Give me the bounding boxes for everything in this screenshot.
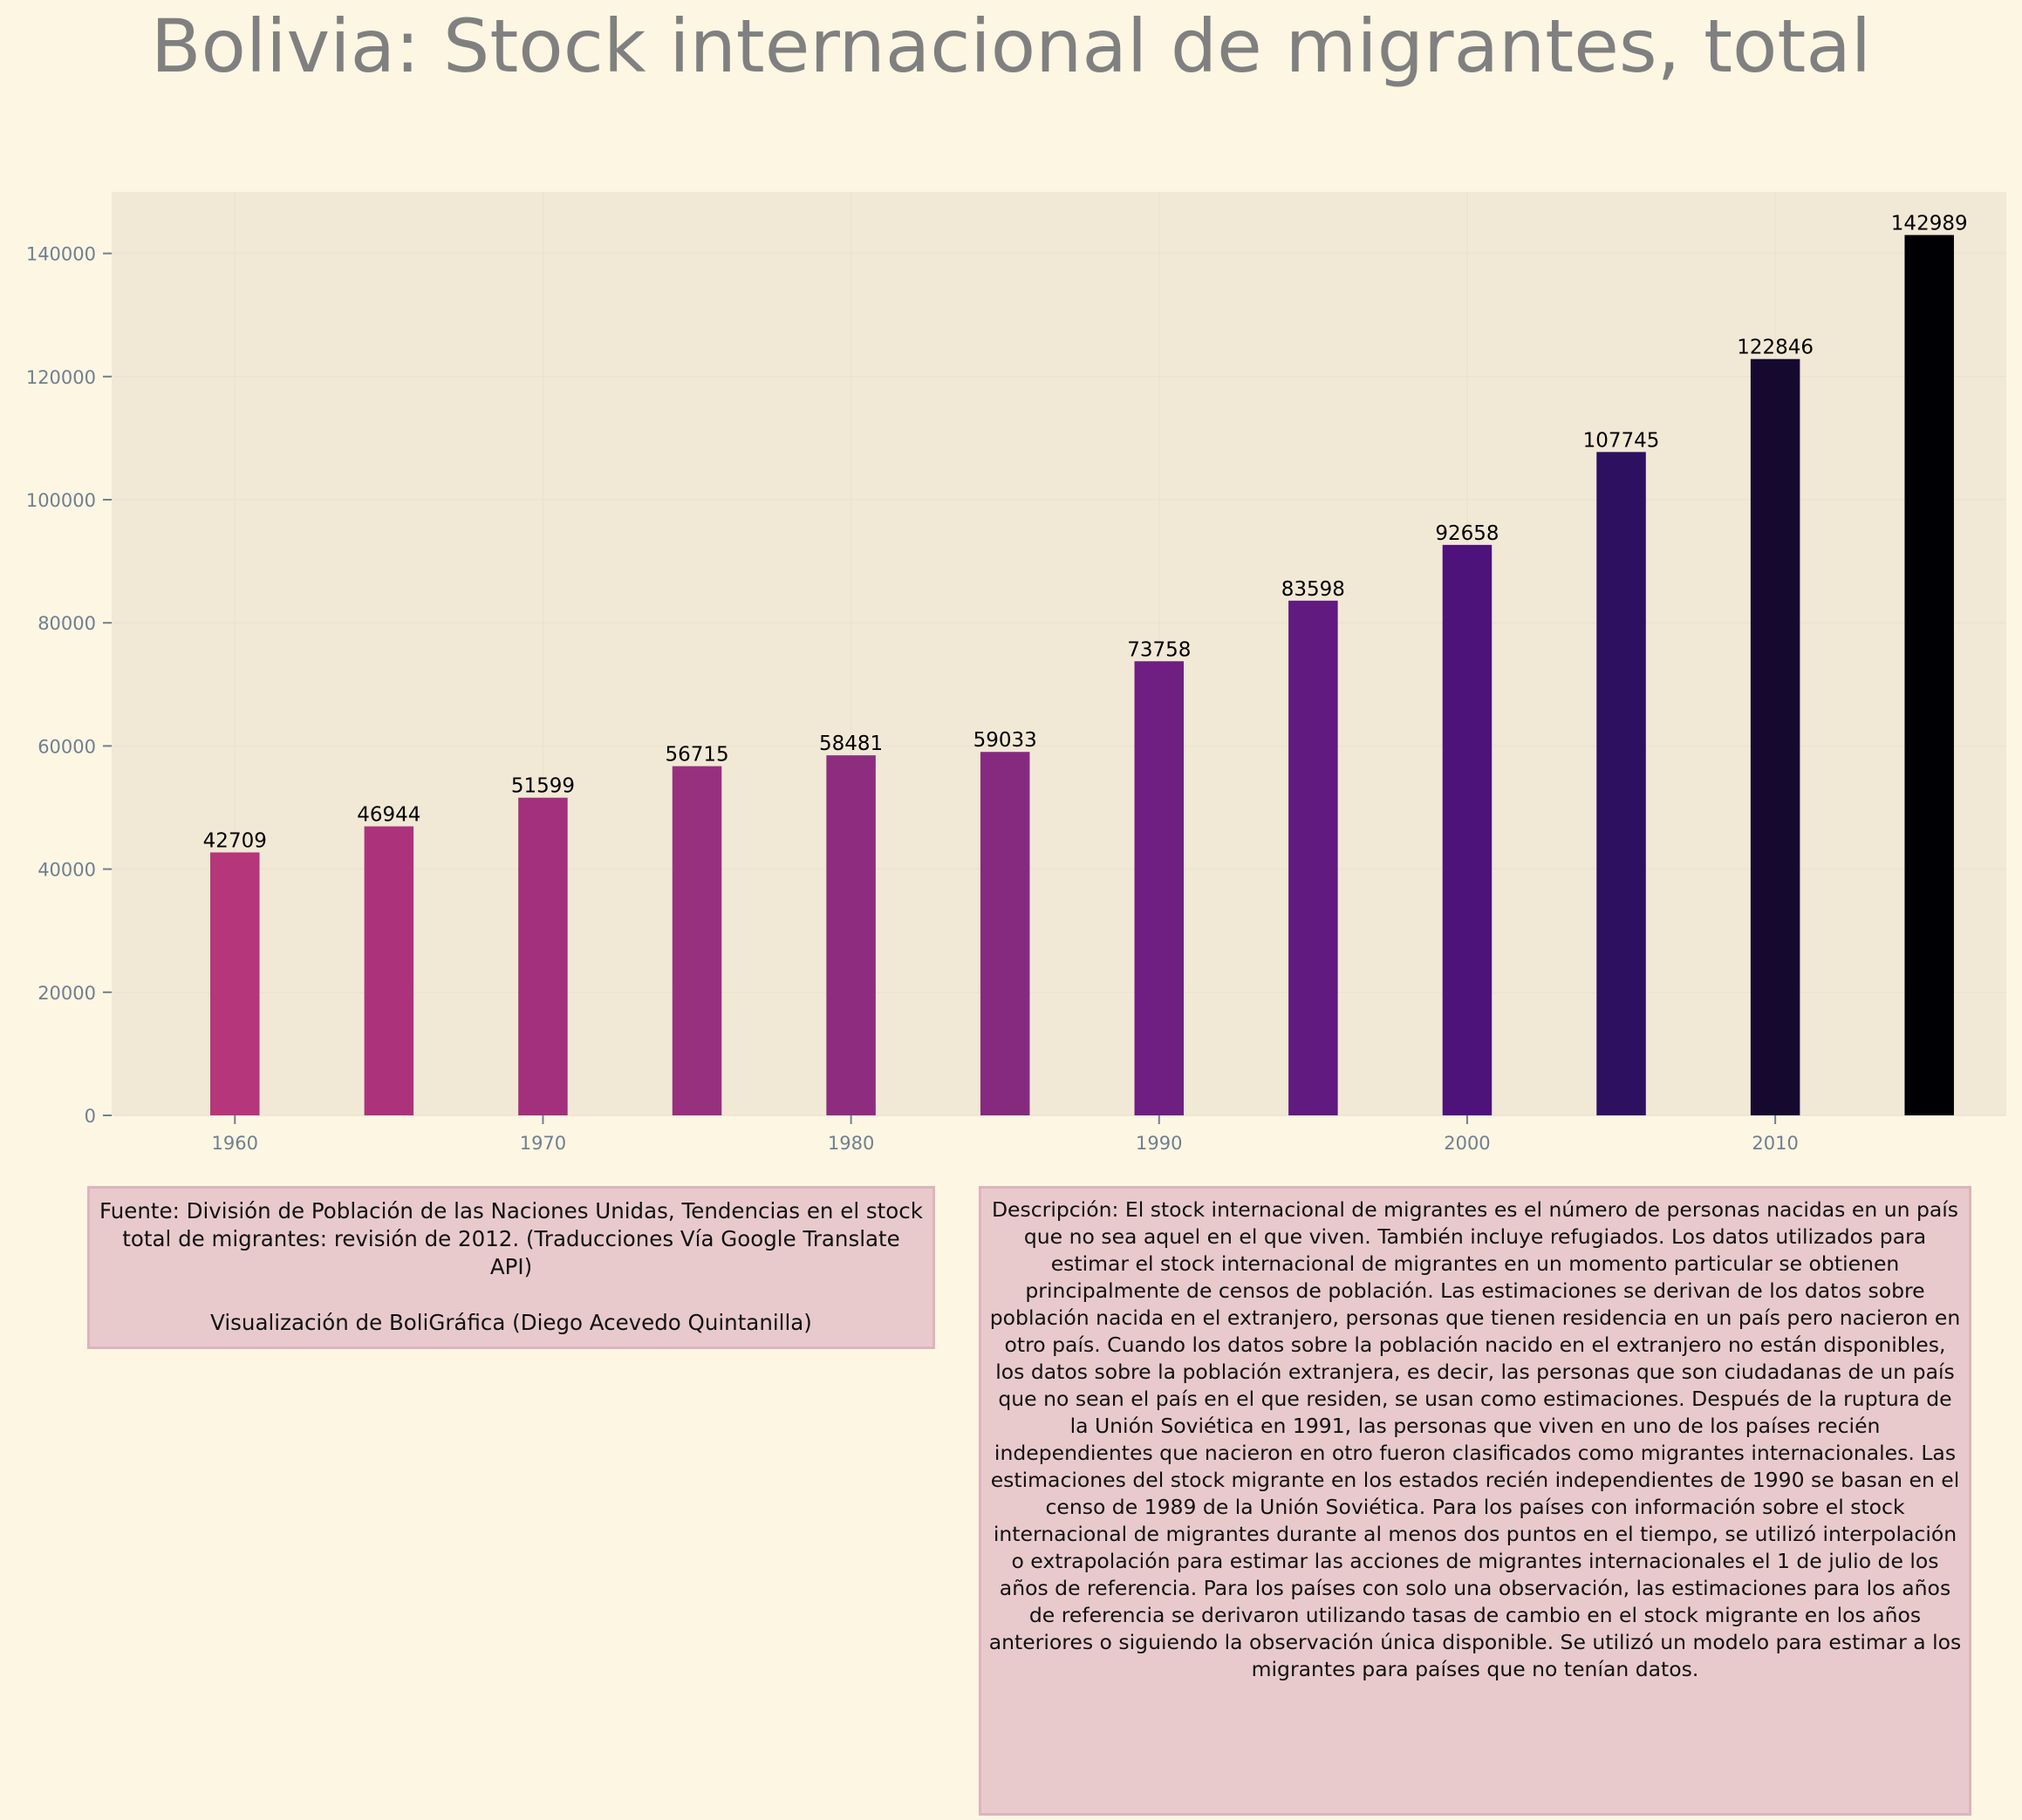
y-tick-label: 140000 — [26, 244, 96, 265]
source-text: Fuente: División de Población de las Nac… — [99, 1198, 923, 1279]
bar-value-label: 92658 — [1435, 522, 1499, 545]
y-tick-label: 40000 — [38, 860, 96, 881]
bar-1975 — [672, 766, 722, 1115]
bar-1960 — [210, 852, 260, 1115]
grid-lines — [112, 192, 2006, 1116]
y-tick-label: 80000 — [38, 613, 96, 634]
x-tick-label: 1960 — [212, 1133, 258, 1154]
chart-title: Bolivia: Stock internacional de migrante… — [150, 3, 1872, 89]
bar-value-label: 46944 — [357, 804, 420, 827]
bar-value-label: 122846 — [1737, 337, 1814, 359]
description-box: Descripción: El stock internacional de m… — [979, 1186, 1971, 1816]
bar-2005 — [1596, 452, 1646, 1115]
bar-value-label: 59033 — [973, 729, 1037, 752]
bar-value-label: 58481 — [819, 733, 883, 755]
bar-1985 — [980, 752, 1030, 1115]
bar-2000 — [1442, 544, 1493, 1115]
bar-value-label: 51599 — [511, 775, 575, 798]
bar-1965 — [364, 826, 414, 1115]
x-tick-label: 2000 — [1444, 1133, 1490, 1154]
bar-value-label: 73758 — [1127, 638, 1191, 661]
bar-value-label: 107745 — [1583, 429, 1660, 452]
bar-1970 — [518, 797, 568, 1115]
bar-chart: 0 20000 40000 60000 80000 100000 120000 140000 1… — [26, 192, 2006, 1154]
bars — [210, 235, 1954, 1115]
axes: 0 20000 40000 60000 80000 100000 120000 140000 1… — [26, 244, 1799, 1154]
x-tick-label: 1970 — [520, 1133, 566, 1154]
y-tick-label: 0 — [85, 1106, 96, 1127]
data-labels: 42709 46944 51599 56715 58481 59033 73758 83598… — [203, 212, 1968, 852]
x-tick-label: 1980 — [828, 1133, 874, 1154]
bar-1995 — [1288, 600, 1338, 1115]
description-text: Descripción: El stock internacional de m… — [988, 1197, 1962, 1681]
x-tick-label: 2010 — [1752, 1133, 1798, 1154]
bar-value-label: 42709 — [203, 829, 267, 852]
credit-text: Visualización de BoliGráfica (Diego Acev… — [210, 1310, 812, 1335]
source-box: Fuente: División de Población de las Nac… — [87, 1186, 935, 1349]
bar-2015 — [1904, 235, 1954, 1115]
y-tick-label: 100000 — [26, 490, 96, 511]
y-tick-label: 120000 — [26, 367, 96, 388]
x-tick-label: 1990 — [1136, 1133, 1182, 1154]
bar-1980 — [826, 755, 876, 1115]
y-tick-label: 60000 — [38, 736, 96, 757]
bar-value-label: 142989 — [1891, 212, 1968, 235]
bar-value-label: 83598 — [1281, 578, 1345, 601]
y-tick-label: 20000 — [38, 983, 96, 1004]
bar-1990 — [1134, 661, 1185, 1115]
bar-2010 — [1750, 358, 1800, 1115]
plot-area — [112, 192, 2006, 1115]
bar-value-label: 56715 — [665, 744, 728, 767]
